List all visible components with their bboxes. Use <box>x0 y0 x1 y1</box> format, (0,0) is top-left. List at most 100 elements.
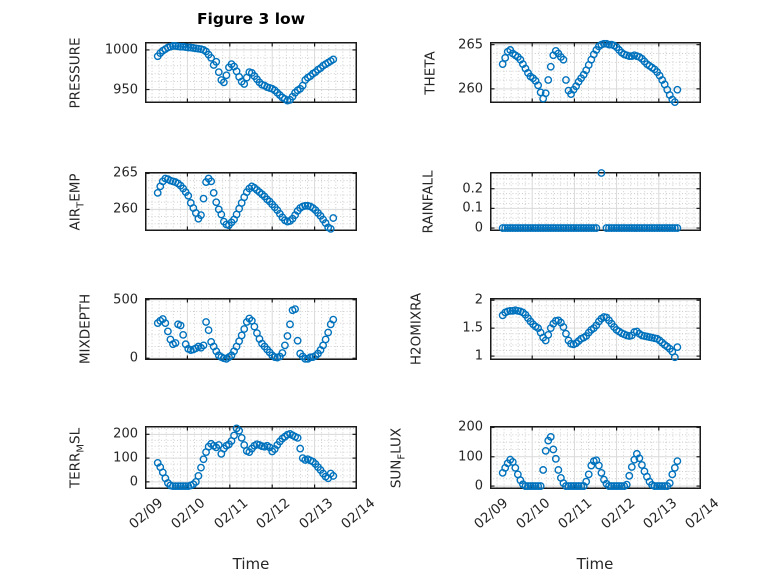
data-point <box>640 224 649 232</box>
y-tick-label: 0.2 <box>462 181 483 197</box>
data-point <box>562 224 570 232</box>
data-point <box>329 472 338 480</box>
data-point <box>534 482 543 490</box>
data-point <box>660 224 669 232</box>
data-point <box>546 432 555 441</box>
data-point <box>670 224 679 232</box>
y-tick-label: 1.5 <box>462 320 483 336</box>
data-point <box>635 454 644 463</box>
x-tick-label: 02/14 <box>682 495 723 533</box>
data-point <box>643 224 651 232</box>
data-point <box>572 224 580 232</box>
data-point <box>511 464 520 472</box>
data-point <box>199 341 208 350</box>
xlabel-time-right: Time <box>576 555 614 573</box>
data-point <box>569 224 578 232</box>
data-point <box>250 322 259 331</box>
ylabel-subscript: T <box>75 201 87 208</box>
ylabel-theta: THETA <box>423 51 442 94</box>
data-point <box>582 224 591 232</box>
data-point <box>281 341 289 350</box>
plot-canvas-sunflux <box>490 426 701 490</box>
data-point <box>506 306 515 315</box>
data-point <box>574 482 583 490</box>
subplot-theta <box>490 39 701 107</box>
data-point <box>508 224 517 232</box>
data-point <box>597 169 606 177</box>
data-point <box>670 464 679 472</box>
data-point <box>501 54 510 62</box>
data-point <box>564 224 573 232</box>
data-point <box>506 224 515 232</box>
data-point <box>207 177 216 186</box>
data-point <box>240 325 249 333</box>
data-point <box>562 329 570 338</box>
data-point <box>663 224 672 232</box>
data-point <box>564 482 573 490</box>
y-tick-label: 1 <box>474 348 483 364</box>
x-tick-label: 02/12 <box>597 495 638 533</box>
data-point <box>632 224 641 232</box>
data-point <box>498 60 507 69</box>
data-point <box>562 482 570 490</box>
data-point <box>612 482 621 490</box>
data-point <box>536 482 545 490</box>
data-point <box>620 224 629 232</box>
data-point <box>176 482 185 491</box>
data-point <box>199 455 208 464</box>
data-point <box>197 211 205 220</box>
subplot-terrmsl <box>145 424 357 491</box>
data-point <box>605 40 613 49</box>
data-point <box>554 466 563 474</box>
data-point <box>286 320 294 329</box>
data-point <box>217 210 226 219</box>
data-point <box>559 323 568 331</box>
data-point <box>577 482 586 490</box>
data-point <box>554 224 563 232</box>
data-point <box>329 315 338 324</box>
data-point <box>546 62 555 71</box>
data-point <box>283 332 292 340</box>
ylabel-text: SUN <box>388 459 405 488</box>
data-point <box>153 188 162 197</box>
data-point <box>169 42 177 50</box>
data-point <box>194 472 203 480</box>
y-tick-label: 265 <box>458 37 483 53</box>
data-point <box>584 224 593 232</box>
data-point <box>559 224 568 232</box>
data-point <box>556 224 565 232</box>
data-point <box>653 482 662 490</box>
data-point <box>176 321 185 330</box>
data-point <box>526 224 535 232</box>
data-point <box>171 482 180 491</box>
data-point <box>610 224 618 232</box>
data-point <box>219 78 228 87</box>
subplot-rainfall <box>490 169 701 232</box>
x-tick-label: 02/13 <box>639 495 681 533</box>
data-point <box>293 433 302 442</box>
data-point <box>534 224 543 232</box>
y-tick-label: 0 <box>474 220 483 236</box>
ylabel-airtemp: AIRTEMP <box>68 173 87 230</box>
data-point <box>301 354 310 363</box>
data-point <box>326 224 335 233</box>
ylabel-h2omixra: H2OMIXRA <box>409 293 428 365</box>
data-point <box>222 71 231 80</box>
ylabel-text: PRESSURE <box>67 37 84 108</box>
data-point <box>306 353 315 362</box>
y-tick-label: 100 <box>113 450 138 466</box>
data-point <box>567 224 575 232</box>
data-point <box>531 224 540 232</box>
ylabel-pressure: PRESSURE <box>68 37 87 108</box>
data-point <box>516 224 525 232</box>
data-point <box>207 53 216 62</box>
data-point <box>521 224 530 232</box>
ylabel-text: EMP <box>67 172 84 202</box>
data-point <box>278 349 287 357</box>
data-point <box>638 224 646 232</box>
x-tick-label: 02/12 <box>253 495 294 533</box>
data-point <box>513 224 522 232</box>
data-point <box>587 224 596 232</box>
data-point <box>534 81 543 90</box>
subplot-h2omixra <box>490 298 701 362</box>
